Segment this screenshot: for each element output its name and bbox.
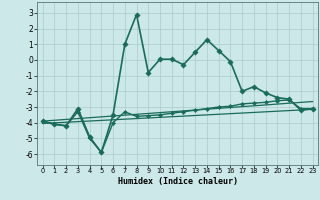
X-axis label: Humidex (Indice chaleur): Humidex (Indice chaleur) (118, 177, 237, 186)
